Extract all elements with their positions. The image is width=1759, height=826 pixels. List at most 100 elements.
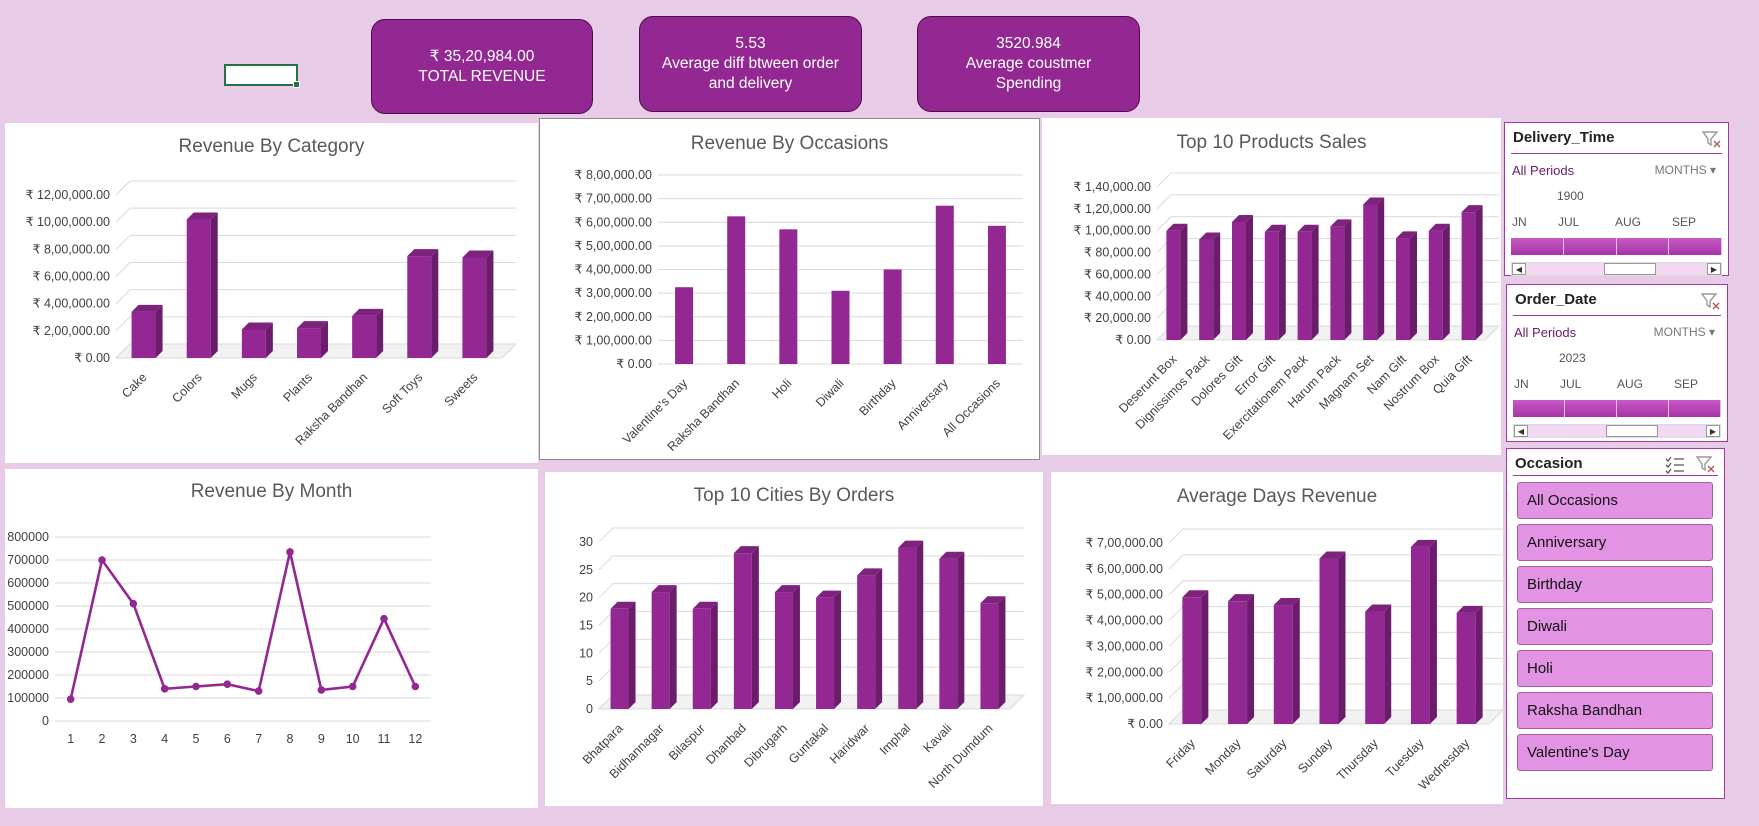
timeline-selection-bar[interactable] bbox=[1513, 400, 1721, 417]
bar-side bbox=[792, 585, 800, 709]
chevron-down-icon: ▾ bbox=[1708, 325, 1715, 339]
bar-side bbox=[1442, 223, 1450, 340]
month-label: JUL bbox=[1558, 215, 1580, 229]
time-level-label: MONTHS bbox=[1654, 163, 1707, 177]
y-tick-label: ₹ 5,00,000.00 bbox=[575, 239, 653, 253]
y-tick-label: 0 bbox=[42, 714, 49, 728]
x-tick-label: Guntakal bbox=[786, 721, 831, 766]
y-tick-label: ₹ 1,40,000.00 bbox=[1074, 180, 1152, 194]
scroll-right-icon[interactable]: ▶ bbox=[1706, 425, 1720, 437]
scroll-left-icon[interactable]: ◀ bbox=[1514, 425, 1528, 437]
slicer-item-holi[interactable]: Holi bbox=[1517, 650, 1713, 687]
chart-revenue-by-month[interactable]: Revenue By Month 0 100000 200000 300000 4000… bbox=[5, 469, 538, 808]
all-periods-label[interactable]: All Periods bbox=[1512, 163, 1575, 178]
bar-side bbox=[155, 304, 163, 358]
slicer-title: Occasion bbox=[1515, 455, 1583, 472]
bar-top bbox=[352, 308, 384, 316]
bar-top bbox=[1182, 590, 1209, 598]
gridline-depth bbox=[1156, 172, 1172, 188]
bar bbox=[1228, 601, 1248, 724]
y-tick-label: ₹ 1,00,000.00 bbox=[1086, 691, 1164, 705]
slicer-item-all-occasions[interactable]: All Occasions bbox=[1517, 482, 1713, 519]
x-tick-label: Sweets bbox=[442, 370, 481, 409]
y-tick-label: ₹ 10,00,000.00 bbox=[26, 215, 110, 229]
bar-side bbox=[1475, 605, 1483, 724]
year-label: 1900 bbox=[1557, 189, 1584, 203]
slicer-item-diwali[interactable]: Diwali bbox=[1517, 608, 1713, 645]
chart-svg: ₹ 0.00 ₹ 1,00,000.00 ₹ 2,00,000.00 ₹ 3,00,0… bbox=[1086, 528, 1503, 793]
bar-top bbox=[1228, 594, 1255, 602]
y-tick-label: ₹ 40,000.00 bbox=[1084, 289, 1151, 303]
scroll-thumb[interactable] bbox=[1606, 425, 1658, 437]
scroll-right-icon[interactable]: ▶ bbox=[1707, 263, 1721, 275]
x-tick-label: 12 bbox=[408, 732, 422, 746]
gridline-depth bbox=[1168, 632, 1184, 647]
chart-top-cities-by-orders[interactable]: Top 10 Cities By Orders 0 5 10 15 20 25 30 Bhat… bbox=[545, 472, 1043, 806]
month-label: JN bbox=[1514, 377, 1529, 391]
y-tick-label: ₹ 1,00,000.00 bbox=[575, 333, 653, 347]
timeline-scrollbar[interactable]: ◀ ▶ bbox=[1511, 262, 1722, 276]
bar-side bbox=[431, 249, 439, 358]
y-tick-label: 500000 bbox=[7, 599, 49, 613]
series-line bbox=[69, 551, 417, 700]
time-level-dropdown[interactable]: MONTHS ▾ bbox=[1655, 163, 1716, 177]
year-label: 2023 bbox=[1559, 351, 1586, 365]
clear-filter-icon[interactable] bbox=[1700, 129, 1722, 149]
clear-filter-icon[interactable] bbox=[1699, 291, 1721, 311]
y-tick-label: ₹ 3,00,000.00 bbox=[575, 286, 653, 300]
y-tick-label: ₹ 8,00,000.00 bbox=[33, 242, 111, 256]
bar bbox=[831, 290, 850, 364]
chart-revenue-by-category[interactable]: Revenue By Category ₹ 0.00 ₹ 2,00,000.00 ₹… bbox=[5, 123, 538, 463]
y-tick-label: 15 bbox=[579, 619, 593, 633]
month-label: JUL bbox=[1560, 377, 1582, 391]
slicer-item-valentines-day[interactable]: Valentine's Day bbox=[1517, 734, 1713, 771]
timeline-slicer-order-date[interactable]: Order_Date All Periods MONTHS ▾ 2023 JN … bbox=[1506, 284, 1728, 442]
scroll-left-icon[interactable]: ◀ bbox=[1512, 263, 1526, 275]
x-tick-label: 3 bbox=[130, 732, 137, 746]
multi-select-icon[interactable] bbox=[1664, 454, 1686, 474]
x-tick-label: Thursday bbox=[1334, 736, 1381, 783]
slicer-item-raksha-bandhan[interactable]: Raksha Bandhan bbox=[1517, 692, 1713, 729]
scroll-thumb[interactable] bbox=[1604, 263, 1656, 275]
chart-top-products-sales[interactable]: Top 10 Products Sales ₹ 0.00 ₹ 20,000.00 ₹… bbox=[1042, 118, 1501, 455]
y-tick-label: 25 bbox=[579, 563, 593, 577]
bar-top bbox=[733, 546, 759, 554]
chart-revenue-by-occasions[interactable]: Revenue By Occasions ₹ 0.00 ₹ 1,00,000.00… bbox=[539, 118, 1040, 460]
timeline-selection-bar[interactable] bbox=[1511, 238, 1722, 255]
timeline-scrollbar[interactable]: ◀ ▶ bbox=[1513, 424, 1721, 438]
chart-average-days-revenue[interactable]: Average Days Revenue ₹ 0.00 ₹ 1,00,000.00… bbox=[1051, 472, 1503, 804]
selected-cell[interactable] bbox=[224, 64, 300, 88]
all-periods-label[interactable]: All Periods bbox=[1514, 325, 1577, 340]
timeline-slicer-delivery-time[interactable]: Delivery_Time All Periods MONTHS ▾ 1900 … bbox=[1504, 122, 1729, 276]
x-tick-label: 2 bbox=[99, 732, 106, 746]
slicer-item-birthday[interactable]: Birthday bbox=[1517, 566, 1713, 603]
bar bbox=[1264, 231, 1279, 340]
bar-side bbox=[321, 321, 328, 358]
gridline-depth bbox=[115, 289, 131, 305]
bar-top bbox=[407, 249, 439, 257]
bar-side bbox=[1246, 214, 1253, 340]
bar-top bbox=[1166, 223, 1188, 231]
bar bbox=[692, 608, 711, 709]
bar bbox=[1456, 612, 1476, 724]
slicer-occasion[interactable]: Occasion All Occasions Anniversary Birth… bbox=[1506, 448, 1725, 799]
y-tick-label: 20 bbox=[579, 591, 593, 605]
bar bbox=[1365, 611, 1385, 724]
data-point bbox=[348, 682, 357, 691]
x-tick-label: 10 bbox=[346, 732, 360, 746]
gridline-depth bbox=[115, 316, 131, 332]
y-tick-label: ₹ 6,00,000.00 bbox=[575, 215, 653, 229]
bar bbox=[733, 553, 752, 709]
data-point bbox=[254, 687, 263, 695]
x-tick-label: 7 bbox=[255, 732, 262, 746]
clear-filter-icon[interactable] bbox=[1694, 454, 1716, 474]
y-tick-label: ₹ 4,00,000.00 bbox=[575, 263, 653, 277]
bar-side bbox=[669, 585, 677, 709]
time-level-dropdown[interactable]: MONTHS ▾ bbox=[1654, 325, 1715, 339]
data-point bbox=[98, 556, 106, 564]
bar-side bbox=[486, 250, 494, 358]
data-point bbox=[223, 680, 232, 688]
gridline-depth bbox=[1168, 606, 1184, 621]
y-tick-label: 400000 bbox=[7, 622, 49, 636]
slicer-item-anniversary[interactable]: Anniversary bbox=[1517, 524, 1713, 561]
